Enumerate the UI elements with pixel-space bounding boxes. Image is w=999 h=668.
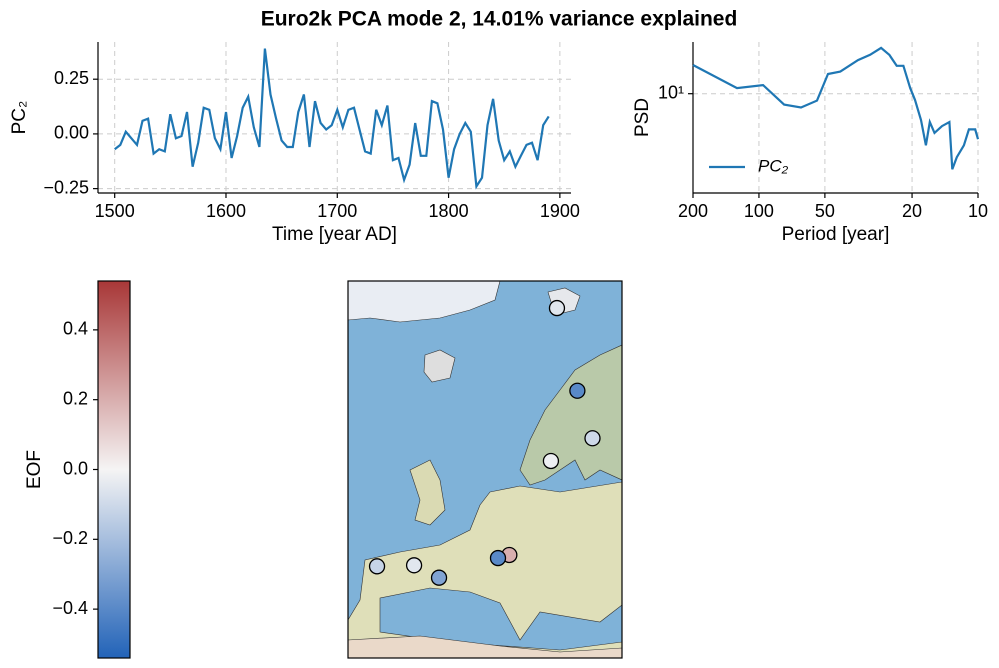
y-tick-label: 0.4 (63, 319, 88, 339)
site-marker (405, 557, 423, 574)
site-marker (548, 299, 566, 317)
land (348, 281, 501, 323)
legend-label: PC₂ (758, 156, 789, 175)
site-marker (368, 558, 386, 575)
x-tick-label: 1600 (206, 201, 246, 221)
land (409, 459, 446, 526)
site-marker (430, 569, 448, 586)
x-tick-label: 100 (744, 201, 774, 221)
map-frame (347, 280, 623, 659)
figure-title: Euro2k PCA mode 2, 14.01% variance expla… (261, 8, 738, 31)
y-tick-label: 0.00 (54, 123, 89, 143)
data-line (692, 46, 980, 170)
y-tick-label: 0.25 (54, 68, 89, 88)
y-tick-label: 10¹ (658, 82, 684, 102)
x-tick-label: 1500 (95, 201, 135, 221)
x-axis-label: Time [year AD] (272, 224, 397, 245)
y-tick-label: 0.2 (63, 388, 88, 408)
x-tick-label: 1900 (540, 201, 580, 221)
data-line (114, 48, 550, 190)
x-tick-label: 200 (678, 201, 708, 221)
y-tick-label: −0.2 (52, 528, 88, 548)
site-marker (584, 430, 601, 447)
y-axis-label: PSD (632, 98, 653, 137)
x-tick-label: 20 (902, 201, 922, 221)
y-axis-label: PC₂ (9, 101, 30, 135)
site-marker (489, 549, 507, 567)
y-axis-label: EOF (24, 450, 45, 489)
x-tick-label: 1800 (429, 201, 469, 221)
x-tick-label: 10 (968, 201, 988, 221)
x-tick-label: 1700 (317, 201, 357, 221)
site-marker (542, 452, 560, 470)
x-axis-label: Period [year] (782, 224, 890, 245)
land (519, 344, 622, 486)
y-tick-label: −0.25 (43, 177, 89, 197)
land (348, 635, 622, 658)
land (423, 349, 456, 383)
x-tick-label: 50 (815, 201, 835, 221)
y-tick-label: 0.0 (63, 458, 88, 478)
site-marker (569, 382, 586, 399)
colorbar (97, 280, 131, 659)
y-tick-label: −0.4 (52, 598, 88, 618)
map-background (348, 281, 622, 658)
